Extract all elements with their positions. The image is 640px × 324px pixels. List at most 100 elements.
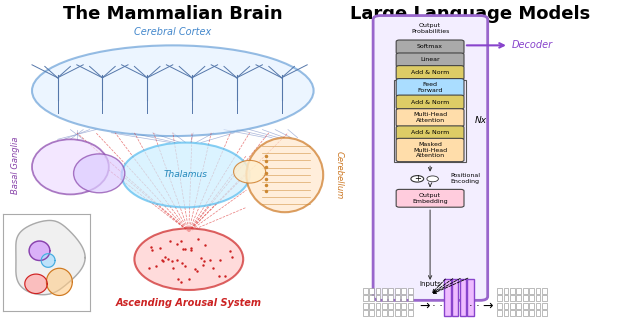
FancyBboxPatch shape [444, 279, 451, 316]
FancyBboxPatch shape [396, 40, 464, 54]
Bar [516, 288, 521, 294]
Ellipse shape [32, 45, 314, 136]
FancyBboxPatch shape [396, 79, 464, 97]
Bar [395, 288, 399, 294]
Text: · · ·: · · · [425, 301, 443, 311]
Bar [408, 303, 413, 309]
Bar [523, 295, 527, 301]
Bar [363, 303, 367, 309]
FancyBboxPatch shape [396, 109, 464, 126]
Bar [497, 295, 502, 301]
Bar [504, 310, 508, 316]
Text: Cerebral Cortex: Cerebral Cortex [134, 27, 211, 37]
Text: Thalamus: Thalamus [164, 170, 207, 179]
Ellipse shape [134, 228, 243, 290]
Bar [523, 303, 527, 309]
Bar [382, 303, 387, 309]
Ellipse shape [234, 160, 266, 183]
Bar [382, 310, 387, 316]
Text: →: → [483, 300, 493, 313]
Text: Softmax: Softmax [417, 44, 443, 50]
Text: Basal Ganglia: Basal Ganglia [12, 136, 20, 194]
Text: Feed
Forward: Feed Forward [417, 82, 443, 93]
Bar [497, 288, 502, 294]
FancyBboxPatch shape [396, 189, 464, 207]
Polygon shape [25, 274, 47, 294]
Text: Positional
Encoding: Positional Encoding [451, 173, 481, 184]
Bar [529, 288, 534, 294]
Text: Ascending Arousal System: Ascending Arousal System [116, 298, 262, 308]
Bar [497, 303, 502, 309]
Bar [382, 288, 387, 294]
Bar [401, 310, 406, 316]
FancyBboxPatch shape [396, 138, 464, 162]
Bar [536, 295, 541, 301]
Bar [510, 288, 515, 294]
Bar [536, 288, 541, 294]
FancyBboxPatch shape [396, 53, 464, 67]
Bar [376, 295, 380, 301]
Bar [504, 295, 508, 301]
Bar [504, 303, 508, 309]
Bar [529, 310, 534, 316]
FancyBboxPatch shape [373, 16, 488, 300]
Bar [369, 288, 374, 294]
FancyBboxPatch shape [467, 279, 474, 316]
FancyBboxPatch shape [396, 65, 464, 79]
Bar [388, 288, 393, 294]
Bar [401, 295, 406, 301]
Text: Multi-Head
Attention: Multi-Head Attention [413, 112, 447, 123]
Bar [542, 295, 547, 301]
Bar [376, 310, 380, 316]
Text: Large Language Models: Large Language Models [350, 5, 591, 23]
Bar [542, 303, 547, 309]
Ellipse shape [122, 143, 250, 207]
Bar [504, 288, 508, 294]
Bar [536, 310, 541, 316]
Bar [408, 310, 413, 316]
Text: Masked
Multi-Head
Attention: Masked Multi-Head Attention [413, 142, 447, 158]
Bar [542, 288, 547, 294]
Bar [369, 303, 374, 309]
Bar [536, 303, 541, 309]
Bar [395, 295, 399, 301]
Text: +: + [414, 174, 420, 183]
FancyBboxPatch shape [396, 126, 464, 140]
Bar [516, 310, 521, 316]
Bar [388, 303, 393, 309]
Bar [516, 295, 521, 301]
Bar [395, 303, 399, 309]
Text: Nx: Nx [475, 116, 487, 125]
Bar [510, 303, 515, 309]
Text: Add & Norm: Add & Norm [411, 70, 449, 75]
Polygon shape [41, 254, 55, 267]
Bar [382, 295, 387, 301]
Bar [363, 288, 367, 294]
Polygon shape [47, 268, 72, 295]
Circle shape [427, 176, 438, 182]
FancyBboxPatch shape [396, 95, 464, 109]
FancyBboxPatch shape [460, 279, 466, 316]
Bar [408, 288, 413, 294]
Bar [376, 303, 380, 309]
Bar [395, 310, 399, 316]
Bar [408, 295, 413, 301]
Text: →: → [420, 300, 430, 313]
Bar [388, 295, 393, 301]
Text: Output
Embedding: Output Embedding [412, 193, 448, 204]
Ellipse shape [74, 154, 125, 193]
Polygon shape [29, 241, 50, 260]
Text: · · ·: · · · [469, 301, 487, 311]
Bar [529, 295, 534, 301]
Bar [516, 303, 521, 309]
Bar [369, 310, 374, 316]
FancyBboxPatch shape [452, 279, 458, 316]
Ellipse shape [32, 139, 109, 194]
Circle shape [411, 176, 424, 182]
Text: Decoder: Decoder [512, 40, 553, 50]
Bar [510, 310, 515, 316]
Bar [542, 310, 547, 316]
Bar [388, 310, 393, 316]
Text: Inputs: Inputs [419, 281, 441, 287]
Bar [363, 310, 367, 316]
